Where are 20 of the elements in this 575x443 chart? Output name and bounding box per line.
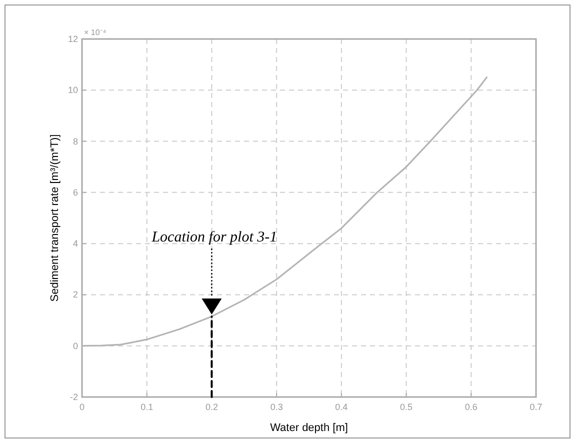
x-tick-label: 0.6 bbox=[464, 402, 478, 412]
x-tick-label: 0.7 bbox=[530, 402, 542, 412]
annotation: Location for plot 3-1 bbox=[150, 229, 278, 246]
y-tick-label: 0 bbox=[72, 340, 78, 351]
y-tick-label: 8 bbox=[72, 136, 78, 146]
y-tick-label: 4 bbox=[72, 238, 78, 249]
y-tick-label: 6 bbox=[72, 187, 78, 198]
y-tick-label: 12 bbox=[68, 34, 78, 44]
x-axis-title: Water depth [m] bbox=[270, 422, 348, 434]
y-tick-label: -2 bbox=[70, 392, 78, 402]
text: × 10⁻⁴ bbox=[84, 28, 107, 37]
x-tick-label: 0.3 bbox=[270, 402, 283, 412]
y-tick-label: 10 bbox=[68, 85, 78, 96]
x-tick-label: 0.4 bbox=[335, 402, 348, 412]
x-tick-label: 0 bbox=[79, 402, 85, 412]
x-tick-label: 0.1 bbox=[140, 402, 154, 412]
y-tick-label: 2 bbox=[72, 290, 78, 300]
y-axis-title: Sediment transport rate [m³/(m*T)] bbox=[49, 134, 61, 302]
x-tick-label: 0.5 bbox=[400, 402, 413, 412]
x-tick-label: 0.2 bbox=[205, 402, 218, 412]
